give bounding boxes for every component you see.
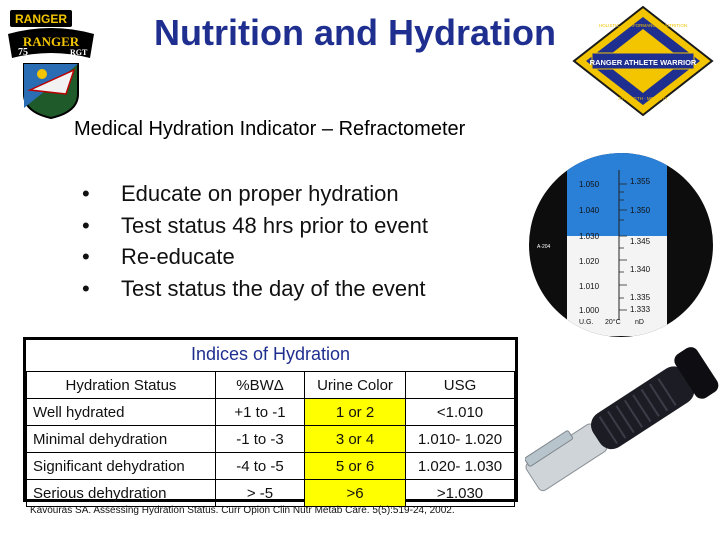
bullet-item: • Test status the day of the event — [82, 273, 428, 305]
bullet-item: • Re-educate — [82, 241, 428, 273]
table-cell: <1.010 — [405, 398, 515, 426]
ranger-lightning-icon — [27, 68, 76, 95]
ranger-regiment-logo: RANGER RANGER 75 RGT — [8, 10, 94, 120]
table-cell: 1 or 2 — [304, 398, 406, 426]
slide-subtitle: Medical Hydration Indicator – Refractome… — [74, 118, 466, 140]
table-cell: +1 to -1 — [215, 398, 305, 426]
ranger-sun-icon — [37, 69, 47, 79]
column-header: %BWΔ — [215, 371, 305, 399]
scale-right-label: 1.333 — [630, 305, 651, 314]
table-row: Minimal dehydration -1 to -3 3 or 4 1.01… — [26, 425, 515, 453]
scale-right-label: 1.335 — [630, 293, 651, 302]
table-cell: Well hydrated — [26, 398, 216, 426]
bullet-marker: • — [82, 244, 90, 269]
ranger-scroll-abbrev: RGT — [70, 48, 88, 57]
refractometer-device-image — [525, 347, 719, 492]
table-cell: Significant dehydration — [26, 452, 216, 480]
table-cell: 1.020- 1.030 — [405, 452, 515, 480]
bullet-marker: • — [82, 275, 90, 301]
scale-left-label: 1.000 — [579, 306, 600, 315]
table-cell: 1.010- 1.020 — [405, 425, 515, 453]
scale-right-label: 1.340 — [630, 265, 651, 274]
table-cell: Minimal dehydration — [26, 425, 216, 453]
scale-left-label: 1.020 — [579, 257, 600, 266]
table-cell: -4 to -5 — [215, 452, 305, 480]
column-header: Hydration Status — [26, 371, 216, 399]
refractometer-scale-image: 1.050 1.040 1.030 1.020 1.010 1.000 1.35… — [529, 153, 713, 337]
ranger-scroll-number: 75 — [18, 47, 28, 58]
scale-right-label: 1.350 — [630, 206, 651, 215]
table-cell: >1.030 — [405, 479, 515, 507]
hydration-indices-table: Indices of Hydration Hydration Status %B… — [23, 337, 518, 507]
bullet-text: Test status 48 hrs prior to event — [121, 212, 428, 238]
table-cell: 3 or 4 — [304, 425, 406, 453]
hydration-table-grid: Hydration Status %BWΔ Urine Color USG We… — [26, 371, 515, 507]
table-cell: Serious dehydration — [26, 479, 216, 507]
raw-banner-text: RANGER ATHLETE WARRIOR — [590, 58, 697, 67]
slide-title: Nutrition and Hydration — [154, 12, 556, 53]
table-cell: -1 to -3 — [215, 425, 305, 453]
ranger-scroll — [8, 28, 94, 58]
citation-text: Kavouras SA. Assessing Hydration Status.… — [30, 505, 455, 516]
bullet-text: Re-educate — [121, 244, 235, 269]
scale-side-label: A-204 — [537, 244, 551, 250]
bullet-text: Test status the day of the event — [121, 275, 426, 301]
table-cell: 5 or 6 — [304, 452, 406, 480]
table-row: Significant dehydration -4 to -5 5 or 6 … — [26, 452, 515, 480]
table-cell: >6 — [304, 479, 406, 507]
ranger-athlete-warrior-logo: RANGER ATHLETE WARRIOR HOLISTIC · PERFOR… — [572, 5, 714, 117]
table-header-row: Hydration Status %BWΔ Urine Color USG — [26, 371, 515, 399]
scale-left-label: 1.030 — [579, 232, 600, 241]
ranger-scroll-text: RANGER — [23, 34, 80, 49]
scale-index-label: nD — [635, 319, 644, 326]
table-caption: Indices of Hydration — [190, 344, 351, 364]
device-eyepiece — [674, 347, 719, 399]
scale-white-field — [567, 236, 667, 336]
scale-left-label: 1.010 — [579, 282, 600, 291]
scale-blue-field — [567, 153, 667, 236]
table-cell: > -5 — [215, 479, 305, 507]
raw-banner — [591, 52, 695, 70]
scale-right-label: 1.345 — [630, 237, 651, 246]
ranger-tab-text: RANGER — [15, 12, 67, 26]
column-header: USG — [405, 371, 515, 399]
raw-ring-top-text: HOLISTIC · PERFORMANCE · NUTRITION — [599, 23, 687, 28]
device-cover-plate — [525, 430, 573, 467]
bullet-marker: • — [82, 212, 90, 238]
bullet-text: Educate on proper hydration — [121, 181, 399, 206]
raw-ring-bottom-text: STRENGTH · MOBILITY — [618, 96, 668, 101]
scale-unit-label: U.G. — [579, 319, 593, 326]
bullet-item: • Educate on proper hydration — [82, 178, 428, 210]
column-header: Urine Color — [304, 371, 406, 399]
scale-left-label: 1.040 — [579, 206, 600, 215]
bullet-list: • Educate on proper hydration • Test statu… — [82, 178, 428, 304]
scale-left-label: 1.050 — [579, 180, 600, 189]
scale-temp-label: 20°C — [605, 318, 621, 326]
table-row: Well hydrated +1 to -1 1 or 2 <1.010 — [26, 398, 515, 426]
ranger-tab — [10, 10, 72, 27]
scale-right-label: 1.355 — [630, 177, 651, 186]
table-row: Serious dehydration > -5 >6 >1.030 — [26, 479, 515, 507]
bullet-marker: • — [82, 181, 90, 206]
bullet-item: • Test status 48 hrs prior to event — [82, 210, 428, 242]
